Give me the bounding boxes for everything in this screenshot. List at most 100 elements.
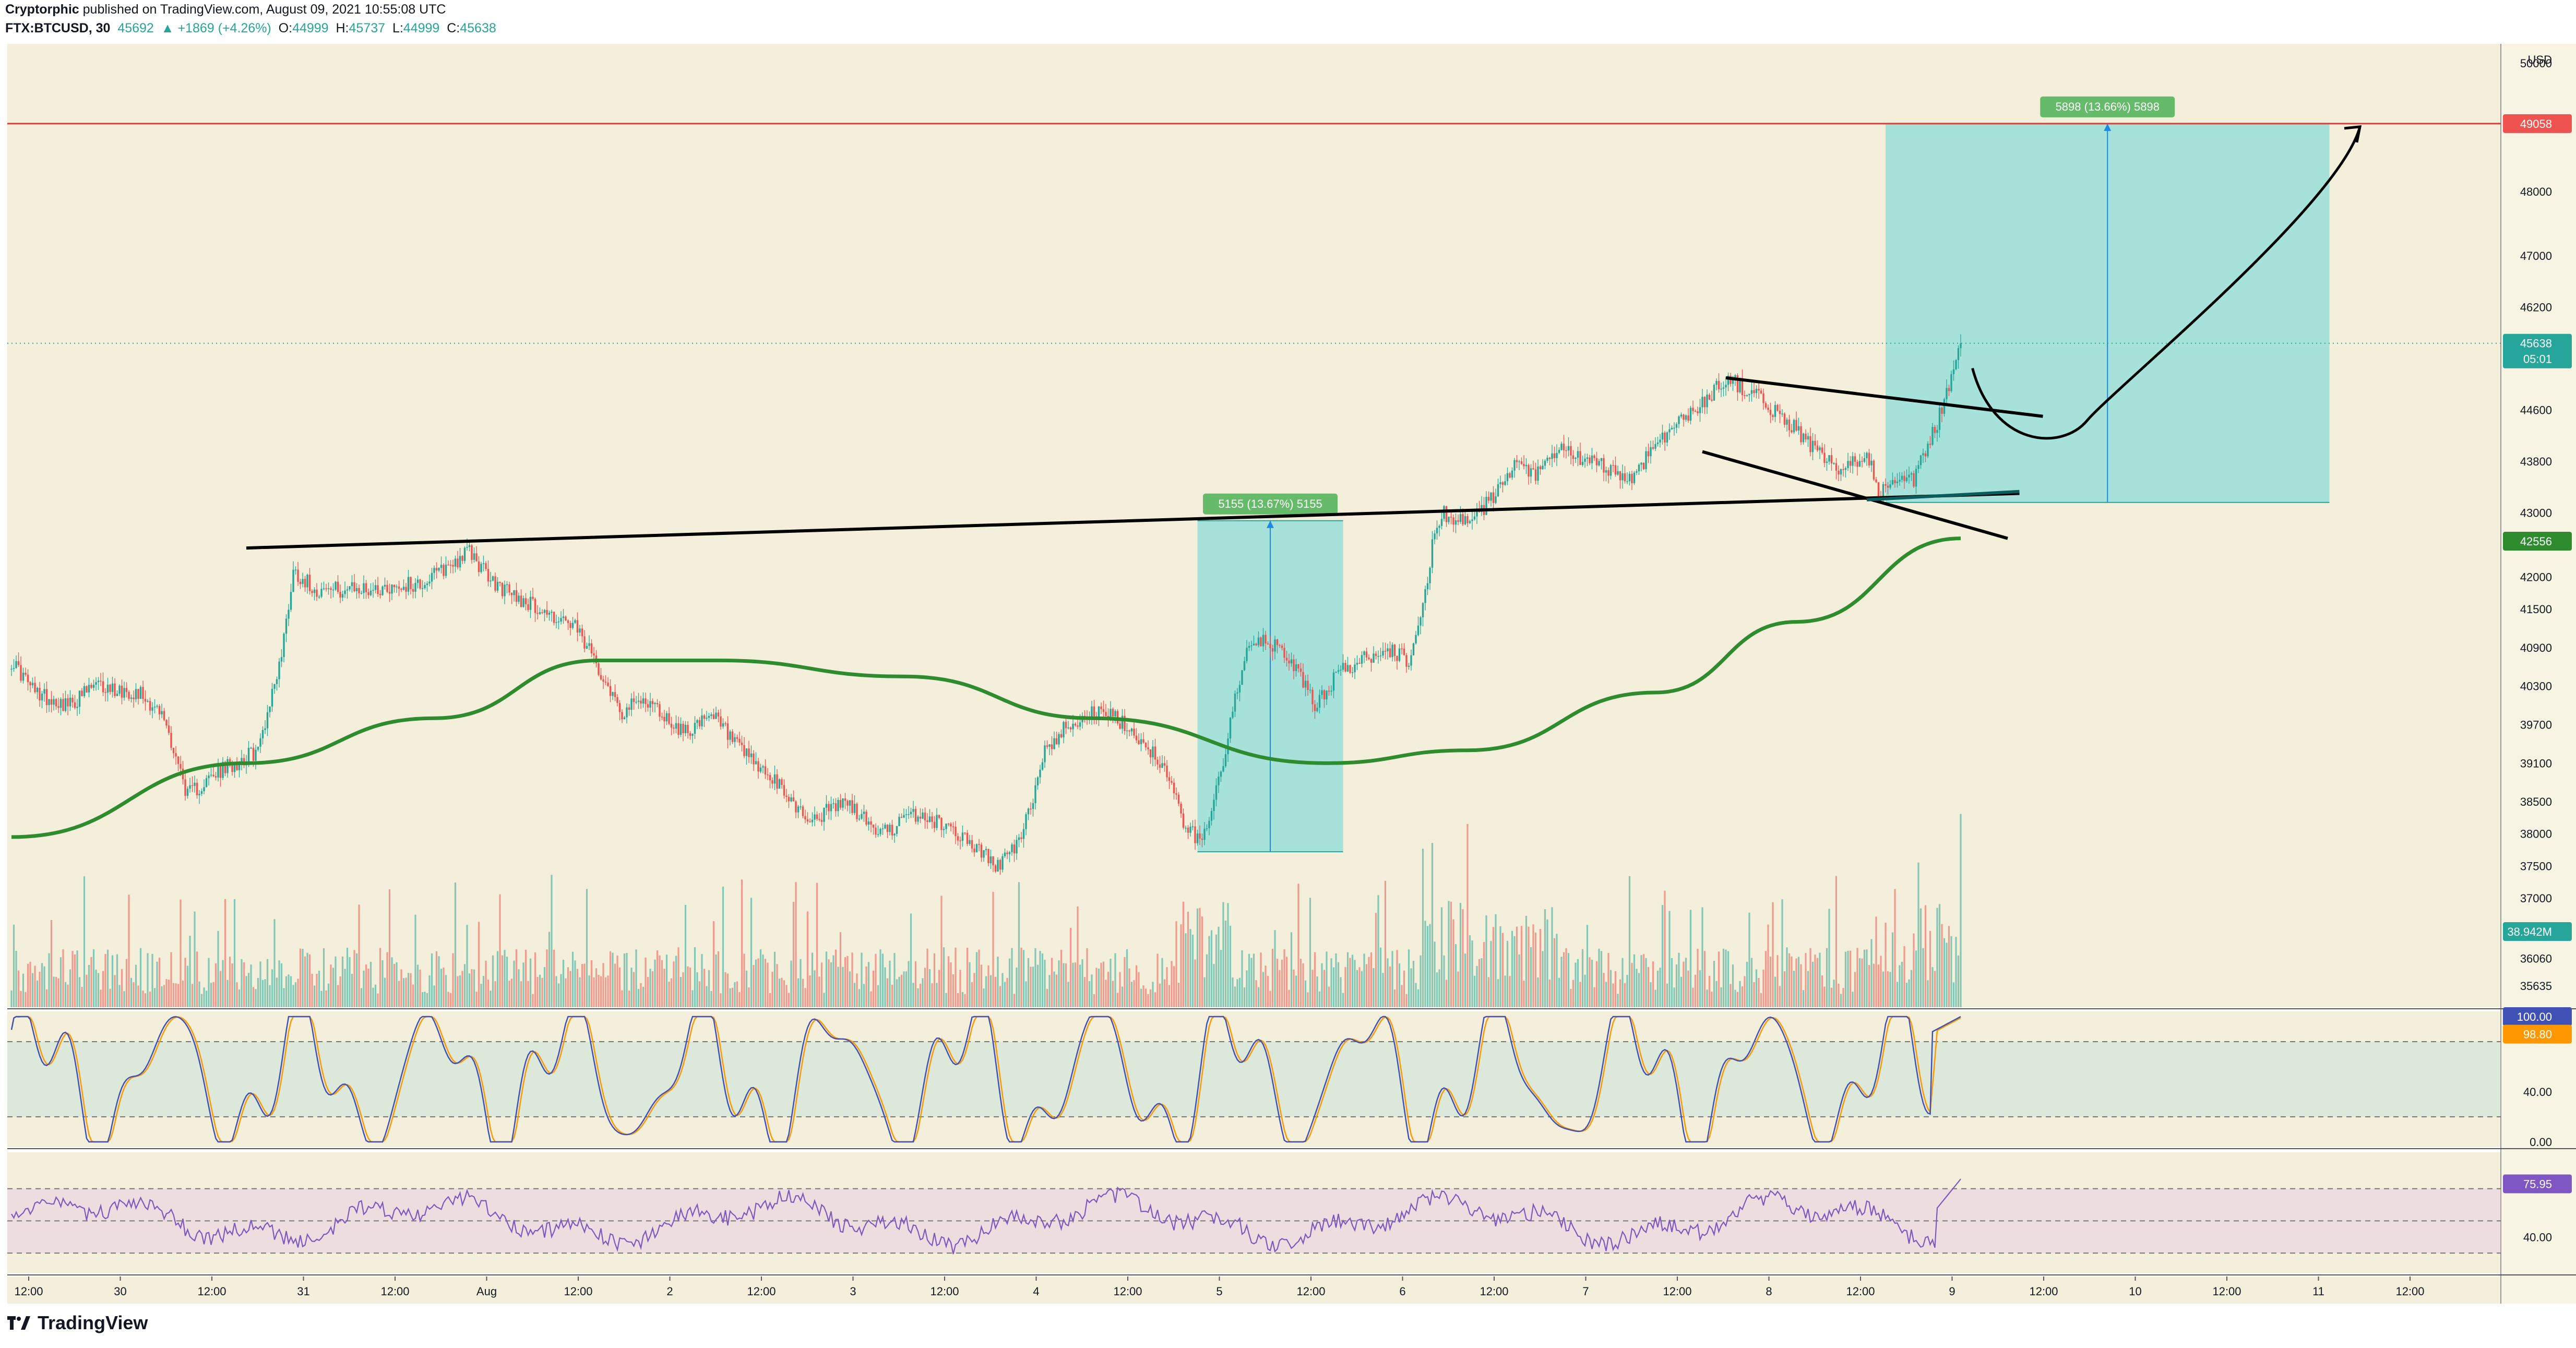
volume-bar	[1368, 957, 1370, 1007]
candle-body	[1589, 457, 1591, 463]
stoch-tick-40: 40.00	[2523, 1085, 2552, 1099]
volume-bar	[734, 982, 736, 1007]
volume-bar	[182, 980, 184, 1007]
volume-bar	[598, 975, 600, 1007]
volume-bar	[1650, 982, 1652, 1007]
candle-body	[1373, 653, 1375, 663]
volume-bar	[828, 959, 830, 1007]
volume-bar	[1609, 970, 1612, 1007]
volume-bar	[1248, 953, 1250, 1007]
candle-body	[149, 701, 151, 711]
volume-bar	[755, 959, 757, 1007]
candle-body	[186, 789, 189, 796]
volume-bar	[1452, 919, 1454, 1007]
candle-body	[837, 800, 839, 812]
volume-bar	[118, 985, 121, 1007]
volume-bar	[501, 955, 504, 1007]
candle-body	[374, 585, 377, 590]
candle-body	[266, 712, 269, 729]
candle-body	[1356, 663, 1358, 665]
volume-bar	[1220, 950, 1222, 1007]
published-text: published on TradingView.com, August 09,…	[82, 2, 446, 17]
candle-body	[440, 565, 443, 568]
candle-body	[980, 844, 983, 858]
candle-body	[1363, 651, 1365, 655]
volume-bar	[431, 953, 433, 1007]
candle-body	[67, 698, 69, 707]
volume-bar	[245, 976, 247, 1007]
volume-bar	[858, 989, 861, 1007]
candle-body	[1793, 420, 1795, 433]
volume-bar	[402, 978, 405, 1007]
volume-bar	[1429, 924, 1431, 1007]
candle-body	[1781, 413, 1783, 415]
candle-body	[569, 623, 571, 628]
candle-body	[1581, 461, 1584, 465]
candle-body	[741, 742, 743, 745]
volume-bar	[609, 951, 612, 1007]
candle-body	[600, 675, 602, 679]
candle-body	[1429, 567, 1431, 583]
volume-bar	[71, 951, 74, 1007]
candle-body	[738, 738, 741, 743]
candle-body	[1206, 828, 1208, 829]
candle-body	[1133, 729, 1135, 736]
candle-body	[1847, 461, 1849, 468]
author-name[interactable]: Cryptorphic	[5, 2, 79, 17]
candle-body	[1067, 727, 1069, 729]
candle-body	[975, 844, 978, 853]
candle-body	[637, 700, 640, 702]
volume-bar	[926, 948, 928, 1007]
candle-body	[241, 758, 243, 764]
volume-bar	[285, 976, 288, 1007]
volume-bar	[485, 960, 487, 1007]
candle-body	[196, 782, 198, 795]
volume-bar	[1008, 958, 1011, 1007]
candle-body	[363, 583, 365, 593]
price-tick-label: 43000	[2520, 506, 2552, 519]
price-tick-label: 36060	[2520, 952, 2552, 965]
volume-bar	[421, 992, 424, 1007]
candle-body	[1659, 439, 1661, 443]
brand-footer[interactable]: TradingView	[7, 1312, 148, 1334]
candle-body	[1128, 730, 1130, 732]
volume-bar	[1022, 950, 1025, 1007]
volume-bar	[633, 972, 635, 1007]
candle-body	[557, 621, 560, 623]
volume-bar	[1088, 981, 1091, 1007]
candle-body	[952, 826, 955, 828]
candle-body	[663, 717, 665, 722]
candle-body	[339, 592, 341, 598]
candle-body	[1955, 360, 1957, 369]
candle-body	[896, 826, 898, 834]
volume-bar	[1293, 969, 1295, 1007]
candle-body	[524, 598, 527, 604]
volume-bar	[717, 951, 720, 1007]
candle-body	[494, 576, 496, 591]
volume-bar	[1095, 968, 1098, 1007]
volume-bar	[668, 981, 670, 1007]
volume-bar	[1074, 962, 1077, 1007]
volume-bar	[574, 960, 576, 1007]
candle-body	[834, 803, 837, 812]
candle-body	[1408, 665, 1410, 667]
volume-bar	[1412, 961, 1415, 1007]
candle-body	[938, 815, 940, 818]
candle-body	[1393, 645, 1396, 657]
candle-body	[311, 591, 313, 593]
volume-bar	[149, 991, 151, 1007]
candle-body	[1011, 844, 1013, 852]
volume-bar	[867, 962, 870, 1007]
volume-bar	[1870, 939, 1873, 1007]
volume-bar	[1805, 953, 1807, 1007]
candle-body	[39, 688, 41, 701]
time-axis-ticks: 12:00 30 12:00 31 12:00 Aug 12:00 2 12:00 3 12:00 4…	[14, 1277, 2425, 1298]
volume-bar	[435, 951, 438, 1007]
volume-bar	[1661, 905, 1664, 1007]
volume-bar	[955, 947, 957, 1007]
candle-body	[1919, 455, 1922, 466]
volume-bar	[1795, 958, 1797, 1007]
candle-body	[121, 685, 123, 698]
volume-bar	[332, 968, 335, 1007]
volume-bar	[1647, 967, 1650, 1007]
